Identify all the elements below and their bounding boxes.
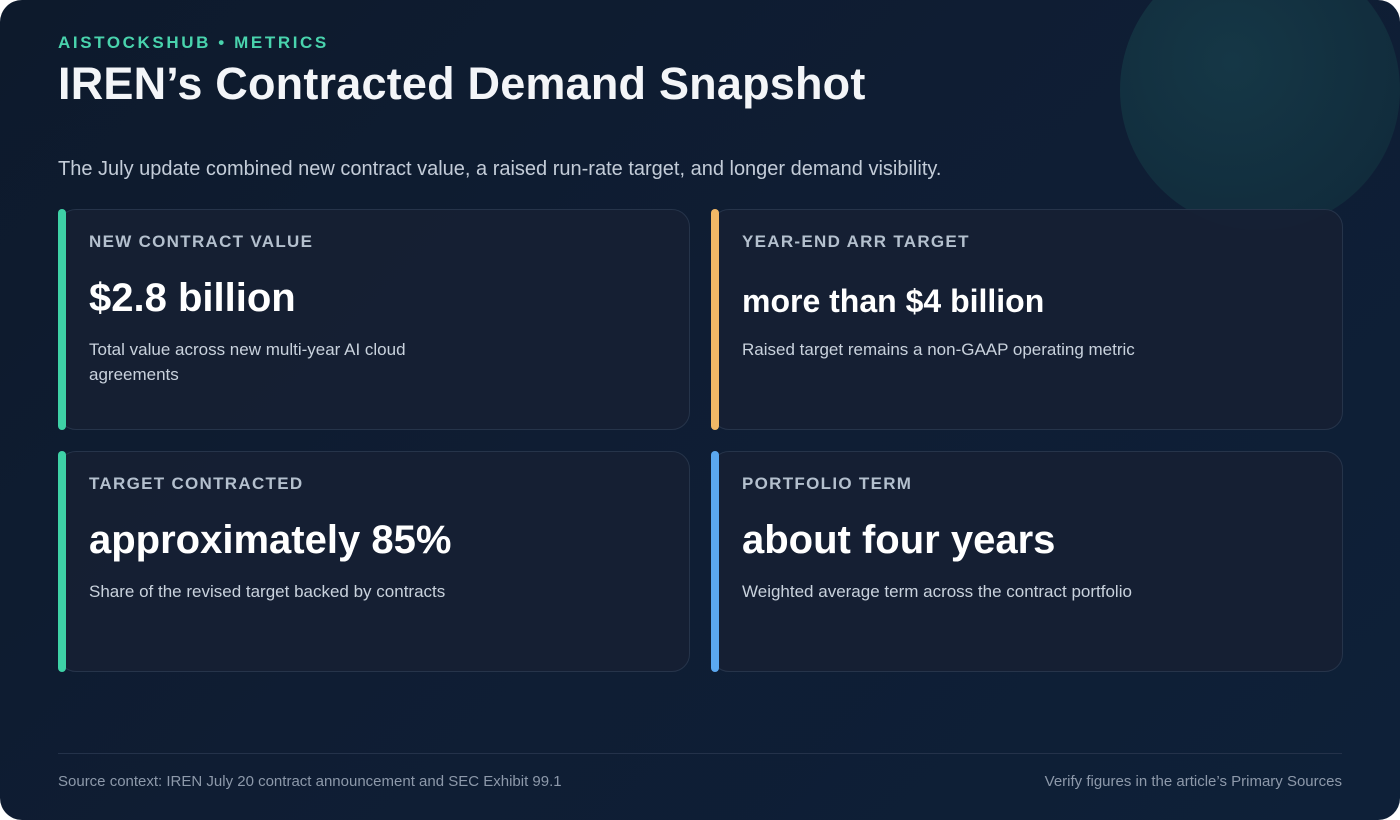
card-accent-bar [58,451,66,672]
metric-description: Total value across new multi-year AI clo… [89,340,406,384]
metric-label: PORTFOLIO TERM [742,474,913,493]
metric-value: $2.8 billion [89,276,296,320]
metric-value: more than $4 billion [742,283,1045,319]
metric-card-portfolio-term: PORTFOLIO TERM about four years Weighted… [711,451,1343,672]
source-note: Source context: IREN July 20 contract an… [58,773,562,790]
metric-description: Raised target remains a non-GAAP operati… [742,340,1135,359]
verify-note: Verify figures in the article’s Primary … [1044,773,1342,790]
card-accent-bar [711,451,719,672]
metric-card-new-contract-value: NEW CONTRACT VALUE $2.8 billion Total va… [58,209,690,430]
card-accent-bar [58,209,66,430]
page-subtitle: The July update combined new contract va… [58,158,942,180]
metric-label: TARGET CONTRACTED [89,474,304,493]
metric-value: about four years [742,518,1056,562]
card-accent-bar [711,209,719,430]
decorative-circle [1120,0,1400,230]
metric-card-year-end-arr-target: YEAR-END ARR TARGET more than $4 billion… [711,209,1343,430]
eyebrow-label: AISTOCKSHUB • METRICS [58,33,329,52]
metric-label: NEW CONTRACT VALUE [89,232,314,251]
footer-divider [58,753,1342,754]
page-title: IREN’s Contracted Demand Snapshot [58,58,866,109]
metric-description: Share of the revised target backed by co… [89,582,446,601]
metric-card-target-contracted: TARGET CONTRACTED approximately 85% Shar… [58,451,690,672]
metric-description: Weighted average term across the contrac… [742,582,1132,601]
metric-label: YEAR-END ARR TARGET [742,232,970,251]
metric-value: approximately 85% [89,518,452,562]
